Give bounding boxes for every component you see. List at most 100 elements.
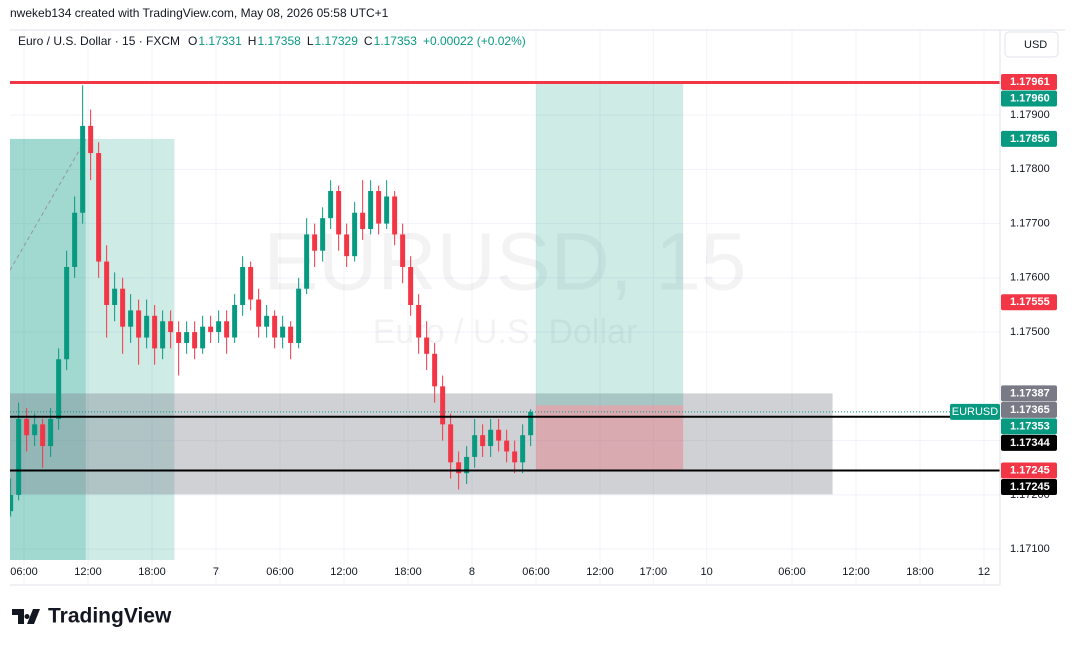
candle-body — [72, 212, 78, 267]
candle-body — [432, 353, 438, 387]
candle-body — [16, 418, 22, 495]
candle-body — [96, 153, 102, 262]
price-badge — [1001, 401, 1057, 418]
symbol: Euro / U.S. Dollar · 15 · FXCM — [18, 34, 180, 48]
x-tick-label: 06:00 — [522, 566, 550, 578]
x-tick-label: 18:00 — [394, 566, 422, 578]
candle-body — [520, 435, 526, 463]
candle-body — [208, 326, 214, 333]
candle-body — [80, 125, 86, 213]
candle-body — [392, 196, 398, 235]
candle-body — [320, 218, 326, 251]
candle-body — [48, 418, 54, 447]
price-badge — [1001, 294, 1057, 311]
candle-body — [168, 321, 174, 333]
candle-body — [296, 288, 302, 343]
y-tick-label: 1.17600 — [1010, 272, 1050, 284]
brand-name: TradingView — [48, 605, 172, 628]
brand-logo: TradingView — [12, 605, 172, 628]
candle-body — [272, 315, 278, 338]
price-badge-label: 1.17365 — [1010, 404, 1050, 416]
y-tick-label: 1.17800 — [1010, 163, 1050, 175]
x-tick-label: 10 — [701, 566, 713, 578]
candle-body — [400, 234, 406, 267]
watermark-symbol: EURUSD, 15 — [263, 217, 746, 308]
ohlc-key: O — [188, 34, 197, 48]
symbol-badge-label: EURUSD — [952, 406, 999, 418]
price-badge-label: 1.17555 — [1010, 296, 1050, 308]
x-tick-label: 06:00 — [266, 566, 294, 578]
trend-line — [10, 138, 87, 271]
candle-body — [360, 212, 366, 230]
candle-body — [464, 456, 470, 474]
candle-body — [248, 266, 254, 300]
price-badge-label: 1.17353 — [1010, 420, 1050, 432]
candle-body — [152, 315, 158, 349]
x-tick-label: 12:00 — [586, 566, 614, 578]
currency-label[interactable]: USD — [1024, 39, 1047, 51]
candle-body — [472, 435, 478, 457]
x-tick-label: 12:00 — [842, 566, 870, 578]
candle-body — [496, 429, 502, 441]
candle-body — [144, 315, 150, 338]
price-labels: 1.17961 1.17960 1.17856 1.17555 1.17387 1.173… — [950, 73, 1057, 495]
candle-body — [336, 191, 342, 235]
candle-body — [232, 304, 238, 338]
candle-body — [64, 266, 70, 360]
price-badge — [1001, 434, 1057, 451]
candle-body — [184, 332, 190, 343]
grid — [10, 30, 1000, 585]
candle-body — [504, 440, 510, 452]
x-tick-label: 06:00 — [10, 566, 38, 578]
candle-body — [384, 196, 390, 224]
candle-body — [112, 288, 118, 305]
x-tick-label: 06:00 — [778, 566, 806, 578]
price-badge-label: 1.17387 — [1010, 387, 1050, 399]
x-tick-label: 7 — [213, 566, 219, 578]
candle-body — [264, 315, 270, 327]
candle-body — [448, 424, 454, 463]
change: +0.00022 (+0.02%) — [423, 34, 526, 48]
candle-body — [216, 321, 222, 333]
ohlc-key: H — [248, 34, 257, 48]
plot-area — [10, 81, 1000, 560]
brand-icon — [12, 609, 40, 624]
x-tick-label: 12 — [978, 566, 990, 578]
candle-body — [136, 310, 142, 338]
price-badge-label: 1.17245 — [1010, 464, 1050, 476]
price-badge — [1001, 385, 1057, 402]
candle-body — [24, 418, 30, 436]
x-tick-label: 12:00 — [330, 566, 358, 578]
candle-body — [56, 359, 62, 419]
candle-body — [440, 386, 446, 425]
price-badge-label: 1.17344 — [1010, 437, 1051, 449]
x-tick-label: 8 — [469, 566, 475, 578]
symbol-legend: Euro / U.S. Dollar · 15 · FXCM O1.17331 H 1… — [18, 34, 526, 48]
candle-body — [128, 310, 134, 327]
ohlc-key: L — [307, 34, 314, 48]
price-badge — [1001, 478, 1057, 495]
candle-body — [376, 191, 382, 224]
candle-body — [10, 494, 14, 512]
price-badge — [1001, 462, 1057, 479]
price-badge-label: 1.17961 — [1010, 76, 1050, 88]
symbol-badge — [950, 403, 1000, 420]
currency-button[interactable] — [1004, 31, 1059, 58]
candle-body — [280, 326, 286, 338]
candle-body — [424, 337, 430, 354]
candle-body — [528, 411, 534, 436]
y-tick-label: 1.17100 — [1010, 543, 1050, 555]
candle-body — [240, 266, 246, 305]
ohlc-value: 1.17331 — [198, 34, 242, 48]
candle-body — [456, 462, 462, 474]
author-line: nwekeb134 created with TradingView.com, … — [10, 6, 389, 20]
candle-body — [408, 266, 414, 305]
candle-body — [328, 191, 334, 219]
x-tick-label: 12:00 — [74, 566, 102, 578]
ohlc-value: 1.17329 — [315, 34, 359, 48]
candle-body — [304, 234, 310, 289]
price-badge-label: 1.17245 — [1010, 481, 1050, 493]
ohlc-value: 1.17353 — [374, 34, 418, 48]
candle-body — [488, 429, 494, 447]
